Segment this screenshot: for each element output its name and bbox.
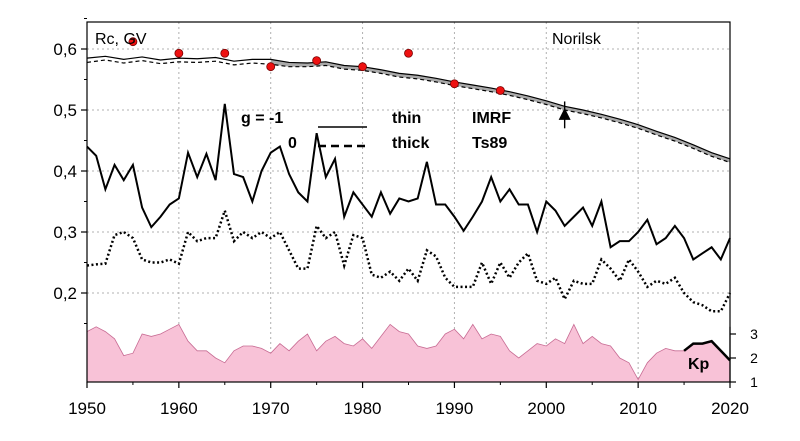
observed-point (404, 48, 413, 58)
kp-tick-label: 2 (750, 350, 758, 366)
observed-point (312, 56, 322, 65)
observed-point (128, 37, 138, 47)
observed-point (266, 62, 276, 72)
observed-point (220, 48, 230, 58)
observed-point (174, 48, 184, 58)
legend-thick-label: thick (392, 135, 429, 152)
x-tick-label: 1970 (252, 399, 290, 418)
observed-points (128, 37, 571, 129)
y-tick-label: 0,6 (53, 40, 77, 59)
x-tick-label: 2010 (619, 399, 657, 418)
kp-label: Kp (688, 356, 710, 373)
marker-triangle (558, 107, 571, 120)
series-dotted-line (86, 206, 732, 313)
ylabel: Rc, GV (95, 31, 147, 48)
observed-point (358, 62, 367, 72)
kp-recent-segment (683, 339, 731, 362)
y-tick-label: 0,5 (53, 101, 77, 120)
observed-point (450, 79, 459, 89)
kp-outline (86, 323, 731, 381)
kp-tick-label: 3 (750, 326, 758, 342)
rc-upper-line (86, 55, 731, 160)
axes-layer: 1950 1960 1970 1980 1990 2000 2010 2020 0,2 0,3 0,… (53, 18, 758, 418)
kp-tick-label: 1 (750, 374, 758, 390)
x-tick-label: 1990 (436, 399, 474, 418)
y-tick-label: 0,4 (53, 162, 77, 181)
rc-band (86, 55, 731, 164)
rc-lower-line (86, 59, 731, 164)
series-thin-line (86, 103, 731, 262)
legend-ts89-label: Ts89 (472, 135, 507, 152)
series-layer (86, 103, 732, 313)
x-tick-label: 1980 (344, 399, 382, 418)
legend-thin-label: thin (392, 110, 421, 127)
x-tick-label: 2000 (527, 399, 565, 418)
legend-imrf-label: IMRF (472, 110, 511, 127)
station-label: Norilsk (552, 31, 602, 48)
y-tick-label: 0,3 (53, 223, 77, 242)
x-tick-label: 2020 (711, 399, 749, 418)
x-tick-label: 1960 (160, 399, 198, 418)
observed-point (495, 86, 505, 95)
x-tick-label: 1950 (68, 399, 106, 418)
kp-layer (86, 323, 731, 382)
legend-g1-label: g = -1 (241, 110, 283, 127)
legend-g0-label: 0 (288, 135, 297, 152)
y-tick-label: 0,2 (53, 284, 77, 303)
kp-area (87, 324, 730, 382)
